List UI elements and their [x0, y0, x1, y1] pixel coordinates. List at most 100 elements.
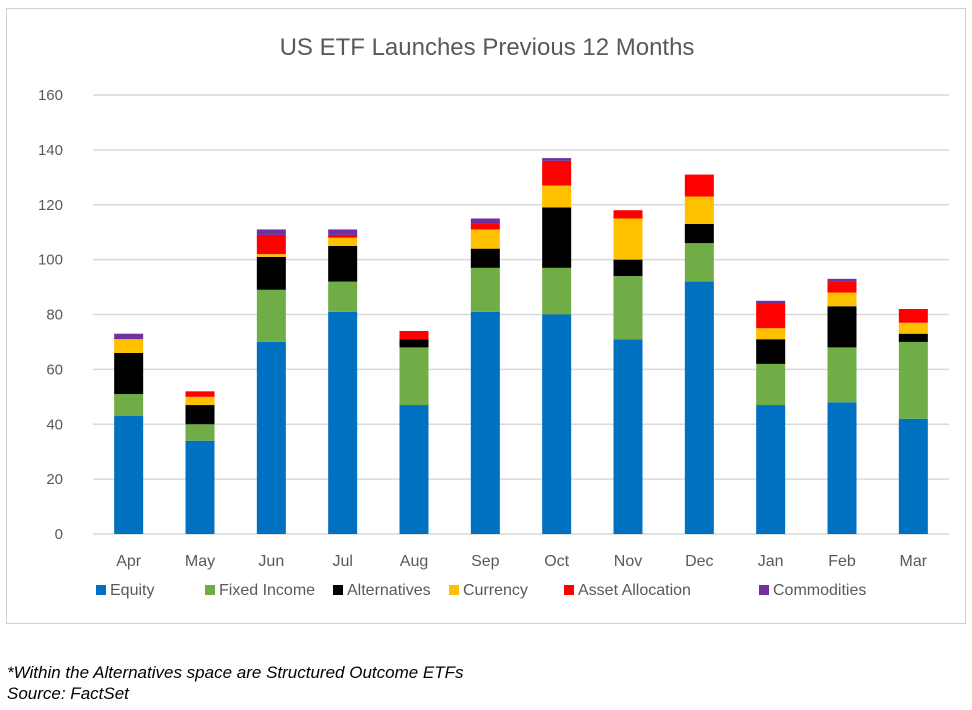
legend-label: Equity — [110, 582, 154, 599]
bar-segment-currency — [827, 292, 857, 307]
bar-segment-currency — [613, 218, 643, 260]
stacked-bar-chart: US ETF Launches Previous 12 Months 0 20 40 6… — [38, 34, 949, 599]
bar-segment-fixed-income — [756, 363, 786, 406]
x-tick-label: May — [185, 553, 215, 570]
bar-segment-commodities — [470, 218, 500, 224]
x-tick-label: Feb — [828, 553, 856, 570]
bar-segment-equity — [114, 416, 144, 534]
bar-segment-equity — [827, 402, 857, 534]
bar-segment-alternatives — [827, 306, 857, 348]
legend-label: Alternatives — [347, 582, 431, 599]
x-tick-label: Jun — [258, 553, 284, 570]
bar-segment-alternatives — [756, 339, 786, 364]
y-tick-label: 80 — [46, 307, 63, 324]
footnote-alternatives: *Within the Alternatives space are Struc… — [7, 663, 464, 682]
bar-segment-asset-allocation — [470, 223, 500, 230]
bar-segment-fixed-income — [114, 394, 144, 417]
y-tick-label: 60 — [46, 361, 63, 378]
bar-segment-equity — [684, 281, 714, 534]
bar-segment-alternatives — [613, 259, 643, 277]
legend-swatch — [449, 585, 459, 595]
bar-segment-alternatives — [898, 333, 928, 342]
bar-segment-fixed-income — [613, 276, 643, 340]
footnote-source: Source: FactSet — [7, 684, 129, 703]
legend-swatch — [205, 585, 215, 595]
bar-segment-currency — [756, 328, 786, 340]
bar-segment-alternatives — [542, 207, 572, 268]
bar-segment-currency — [256, 254, 286, 257]
y-tick-label: 140 — [38, 142, 63, 159]
bar-segment-asset-allocation — [756, 303, 786, 329]
x-tick-label: Jan — [758, 553, 784, 570]
bar-segment-asset-allocation — [827, 281, 857, 293]
bar-segment-alternatives — [399, 339, 429, 348]
bar-segment-commodities — [256, 229, 286, 235]
bar-segment-equity — [756, 405, 786, 534]
x-tick-label: Aug — [400, 553, 428, 570]
bar-segment-fixed-income — [542, 267, 572, 315]
bar-segment-currency — [470, 229, 500, 249]
legend-swatch — [564, 585, 574, 595]
bar-segment-alternatives — [185, 405, 215, 425]
bar-segment-fixed-income — [827, 347, 857, 403]
bar-segment-asset-allocation — [399, 330, 429, 340]
bar-segment-commodities — [756, 300, 786, 304]
legend-label: Asset Allocation — [578, 582, 691, 599]
bar-segment-equity — [399, 405, 429, 534]
legend-swatch — [759, 585, 769, 595]
bar-segment-asset-allocation — [185, 391, 215, 397]
y-tick-label: 40 — [46, 416, 63, 433]
legend-label: Currency — [463, 582, 528, 599]
bar-segment-equity — [185, 440, 215, 534]
bar-segment-asset-allocation — [256, 234, 286, 255]
x-tick-label: Nov — [614, 553, 642, 570]
bar-segment-currency — [684, 196, 714, 224]
legend-label: Fixed Income — [219, 582, 315, 599]
bar-segment-alternatives — [114, 352, 144, 395]
x-tick-label: Sep — [471, 553, 500, 570]
bar-segment-fixed-income — [328, 281, 358, 312]
bar-segment-commodities — [827, 278, 857, 282]
bar-segment-commodities — [114, 333, 144, 340]
bar-segment-alternatives — [684, 223, 714, 244]
bar-segment-fixed-income — [256, 289, 286, 342]
bar-segment-currency — [185, 396, 215, 406]
legend-swatch — [333, 585, 343, 595]
bar-segment-asset-allocation — [898, 309, 928, 323]
bar-segment-asset-allocation — [328, 234, 358, 238]
x-tick-label: Dec — [685, 553, 713, 570]
legend-label: Commodities — [773, 582, 866, 599]
bar-segment-asset-allocation — [684, 174, 714, 197]
chart-frame: US ETF Launches Previous 12 Months 0 20 40 6… — [6, 8, 966, 624]
legend-swatch — [96, 585, 106, 595]
y-tick-label: 160 — [38, 87, 63, 104]
bar-segment-fixed-income — [684, 243, 714, 282]
bar-segment-currency — [898, 322, 928, 334]
bar-segment-currency — [328, 237, 358, 246]
x-tick-label: Mar — [900, 553, 928, 570]
bar-segment-alternatives — [328, 245, 358, 282]
bar-segment-equity — [256, 341, 286, 534]
bar-segment-fixed-income — [399, 347, 429, 406]
bar-segment-equity — [898, 418, 928, 534]
x-tick-label: Apr — [116, 553, 142, 570]
bar-segment-asset-allocation — [542, 160, 572, 186]
bar-segment-currency — [542, 185, 572, 208]
y-tick-label: 120 — [38, 197, 63, 214]
chart-title: US ETF Launches Previous 12 Months — [280, 34, 695, 61]
x-tick-label: Oct — [544, 553, 569, 570]
y-tick-label: 100 — [38, 252, 63, 269]
bar-segment-equity — [470, 311, 500, 534]
bar-segment-equity — [613, 339, 643, 534]
bar-segment-commodities — [542, 158, 572, 161]
bar-segment-equity — [542, 314, 572, 534]
x-tick-label: Jul — [332, 553, 352, 570]
bar-segment-fixed-income — [185, 424, 215, 441]
y-tick-label: 20 — [46, 471, 63, 488]
y-tick-label: 0 — [55, 526, 63, 543]
bar-segment-asset-allocation — [613, 210, 643, 219]
bar-segment-alternatives — [256, 256, 286, 290]
bar-segment-currency — [114, 339, 144, 353]
bar-segment-fixed-income — [470, 267, 500, 312]
bar-segment-equity — [328, 311, 358, 534]
